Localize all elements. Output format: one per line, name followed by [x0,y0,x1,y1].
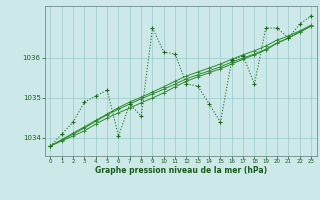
X-axis label: Graphe pression niveau de la mer (hPa): Graphe pression niveau de la mer (hPa) [95,166,267,175]
